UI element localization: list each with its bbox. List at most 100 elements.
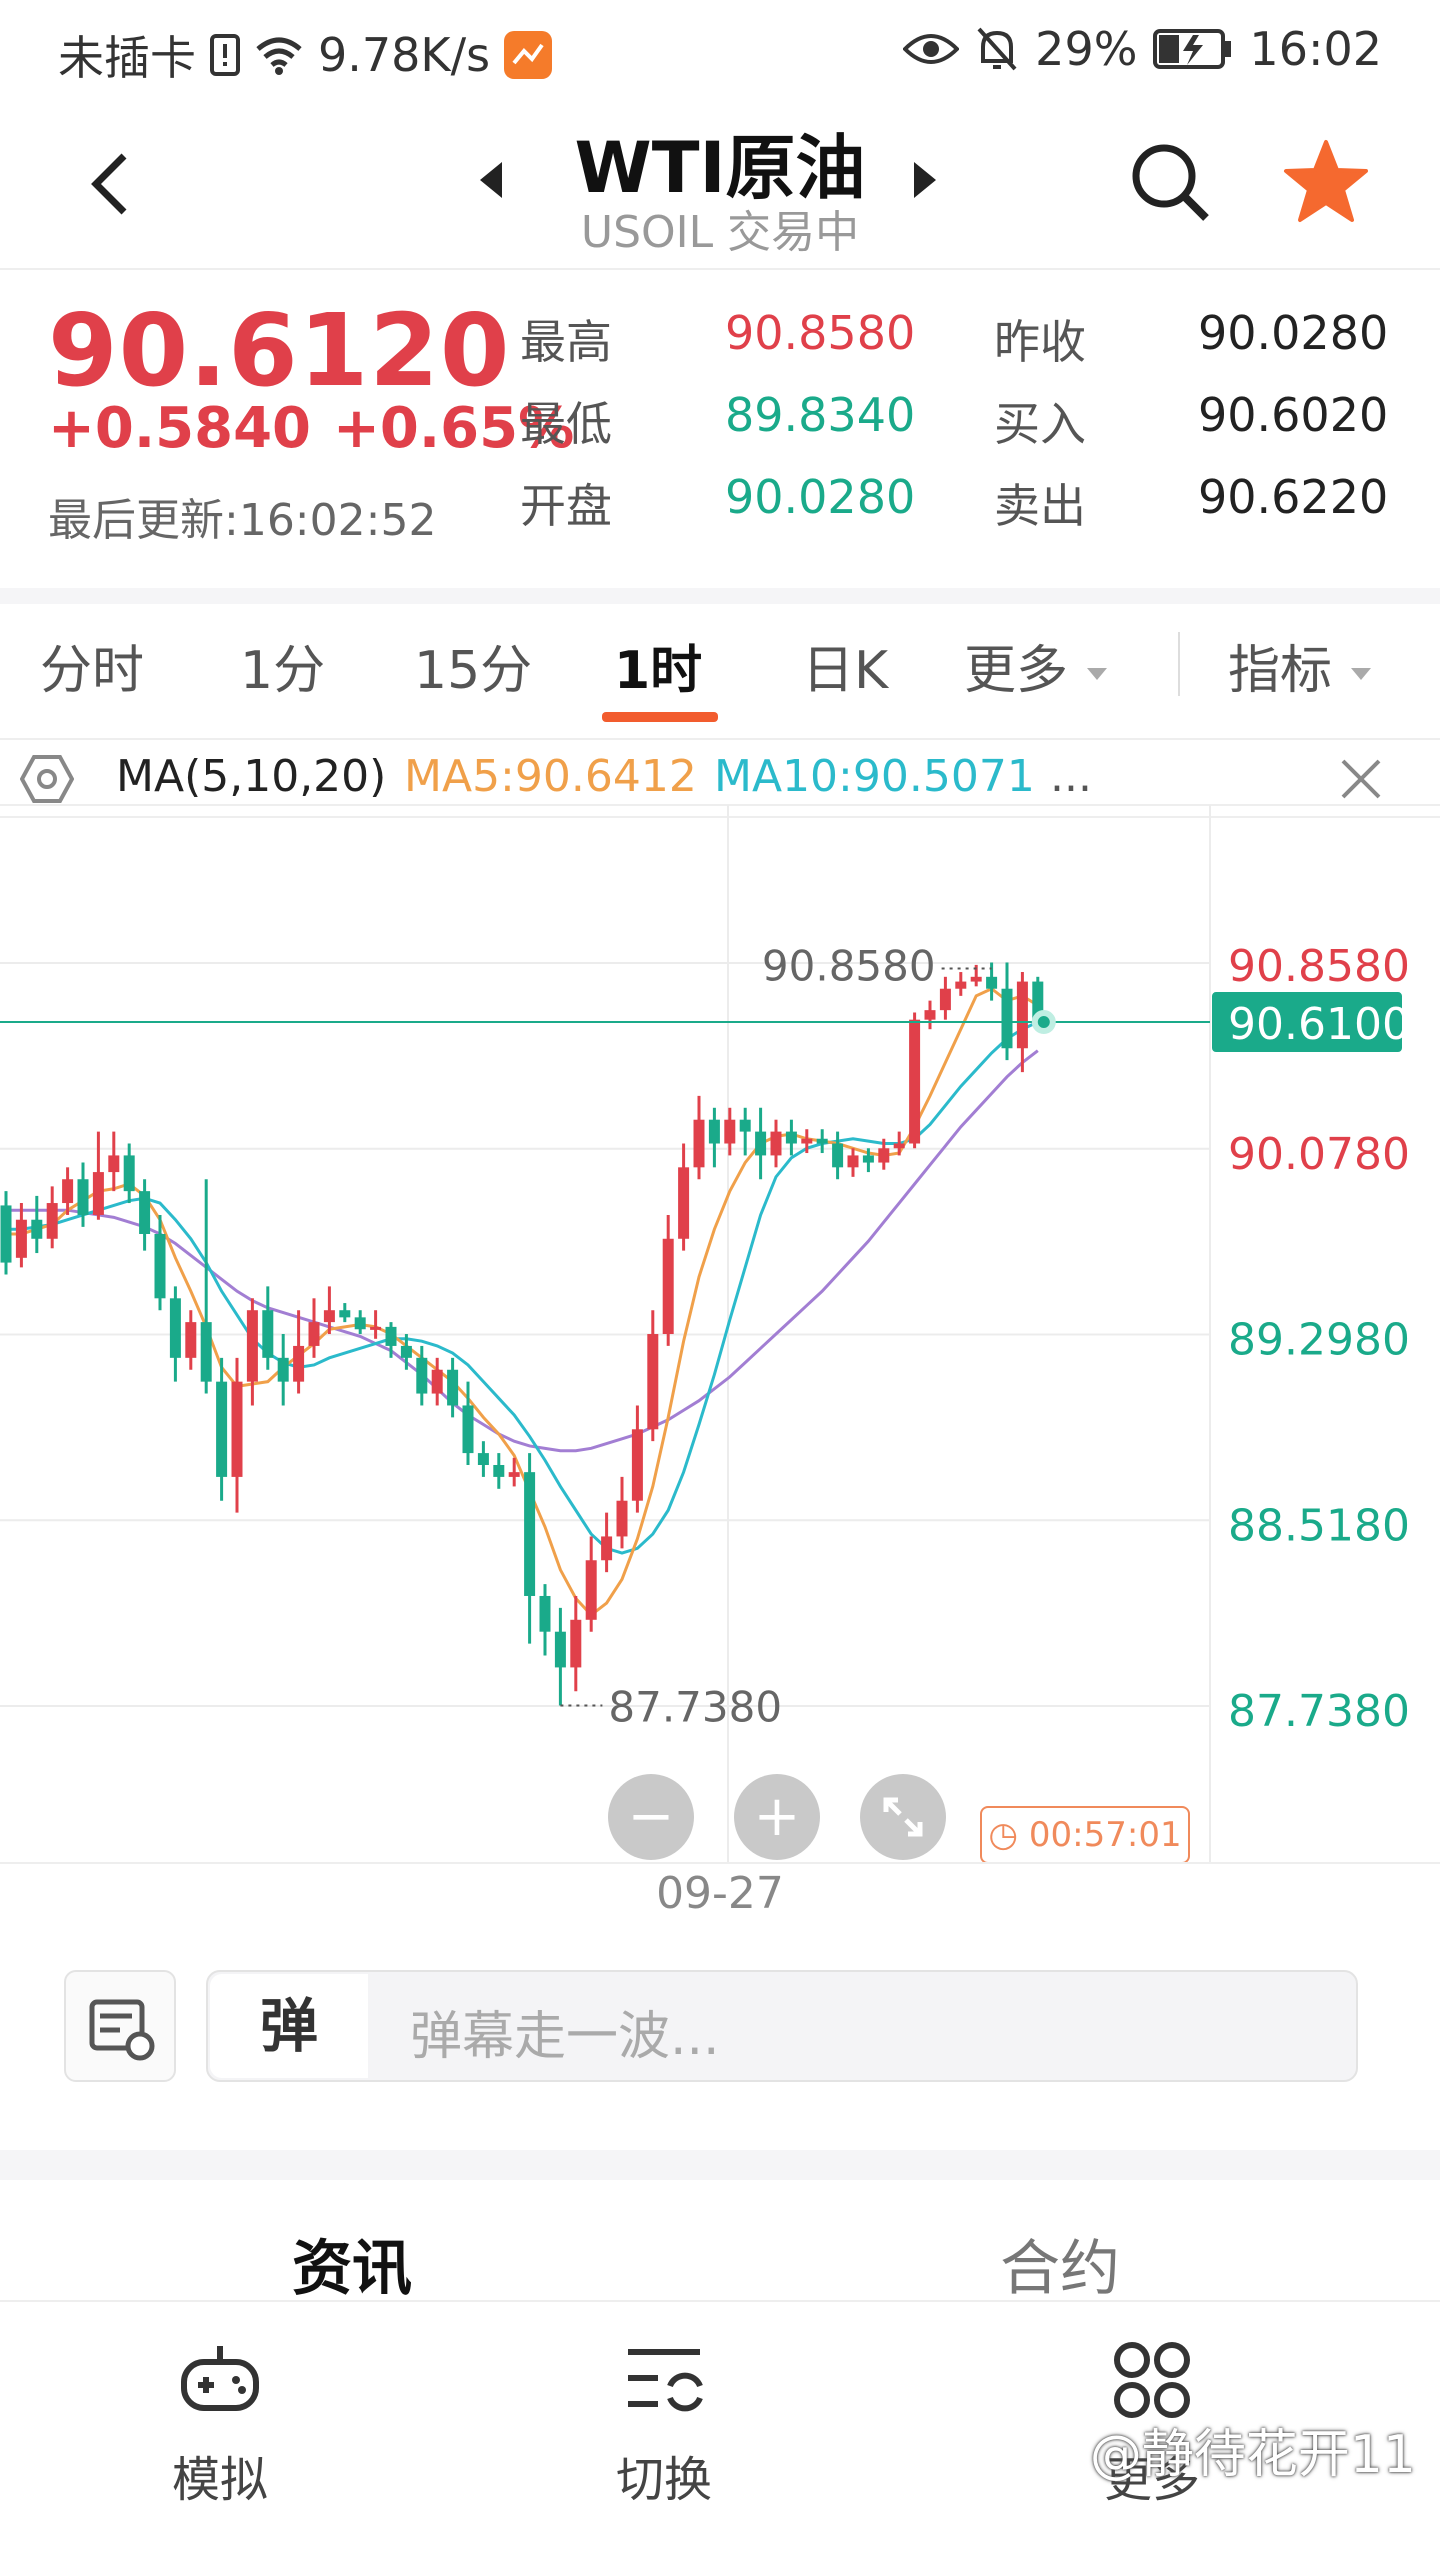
app-notification-icon bbox=[504, 31, 553, 79]
tab-daily-k[interactable]: 日K bbox=[802, 641, 889, 701]
candle-body bbox=[293, 1345, 305, 1382]
candle-body bbox=[431, 1369, 443, 1394]
stat-value-high: 90.8580 bbox=[725, 306, 916, 360]
candle-body bbox=[15, 1219, 27, 1258]
page-title: WTI原油 bbox=[574, 127, 866, 209]
candle-body bbox=[400, 1345, 412, 1358]
candle-body bbox=[585, 1560, 597, 1620]
zoom-in-button[interactable]: + bbox=[734, 1774, 820, 1860]
danmaku-tag[interactable]: 弹 bbox=[210, 1974, 368, 2078]
nav-simulate[interactable]: 模拟 bbox=[120, 2330, 320, 2530]
candle-body bbox=[554, 1631, 566, 1668]
candle-body bbox=[570, 1619, 582, 1668]
y-tick-label: 89.2980 bbox=[1228, 1315, 1410, 1366]
price-change-percent: +0.65% bbox=[333, 396, 575, 461]
sim-alert-icon bbox=[210, 34, 240, 76]
candle-body bbox=[493, 1465, 505, 1477]
candle-body bbox=[601, 1536, 613, 1561]
candle-body bbox=[323, 1310, 335, 1323]
switch-list-icon bbox=[628, 2349, 703, 2412]
section-divider bbox=[0, 2150, 1440, 2180]
next-instrument-icon[interactable] bbox=[912, 160, 938, 200]
stat-value-low: 89.8340 bbox=[725, 388, 916, 442]
candle-body bbox=[416, 1357, 428, 1394]
candle-body bbox=[1001, 988, 1013, 1049]
candle-body bbox=[385, 1326, 397, 1346]
candle-body bbox=[693, 1119, 705, 1168]
status-right: 29% 16:02 bbox=[903, 22, 1382, 76]
indicator-bar: MA(5,10,20) MA5:90.6412 MA10:90.5071 ... bbox=[0, 738, 1440, 818]
stat-label-high: 最高 bbox=[520, 315, 612, 369]
tab-more-label: 更多 bbox=[964, 641, 1069, 701]
close-icon[interactable] bbox=[1340, 758, 1382, 800]
search-icon[interactable] bbox=[1128, 140, 1212, 224]
candle-body bbox=[370, 1326, 382, 1330]
tab-1min[interactable]: 1分 bbox=[240, 641, 326, 701]
tab-indicators[interactable]: 指标 bbox=[1228, 628, 1373, 703]
current-price-label: 90.6100 bbox=[1228, 999, 1410, 1050]
tab-intraday[interactable]: 分时 bbox=[40, 641, 145, 701]
tab-15min[interactable]: 15分 bbox=[414, 641, 533, 701]
ma20-line bbox=[6, 1049, 1039, 1453]
settings-hexagon-icon[interactable] bbox=[20, 754, 74, 804]
candle-body bbox=[924, 1010, 936, 1020]
candle-body bbox=[462, 1405, 474, 1454]
eye-icon bbox=[903, 34, 960, 64]
candle-body bbox=[955, 981, 967, 989]
tab-contract[interactable]: 合约 bbox=[1000, 2234, 1120, 2304]
candle-body bbox=[724, 1119, 736, 1144]
tab-1hour[interactable]: 1时 bbox=[614, 641, 703, 701]
carrier-label: 未插卡 bbox=[58, 31, 196, 85]
section-divider bbox=[0, 588, 1440, 604]
net-speed: 9.78K/s bbox=[318, 28, 491, 82]
candle-body bbox=[832, 1143, 844, 1168]
candle-body bbox=[539, 1595, 551, 1632]
candle-body bbox=[909, 1019, 921, 1144]
candle-body bbox=[246, 1310, 258, 1382]
candle-body bbox=[46, 1203, 58, 1239]
candle-body bbox=[216, 1381, 228, 1477]
back-arrow-icon[interactable] bbox=[86, 150, 134, 218]
candle-body bbox=[878, 1148, 890, 1163]
danmaku-input[interactable] bbox=[206, 1970, 1358, 2082]
danmaku-settings-button[interactable] bbox=[64, 1970, 176, 2082]
stat-value-open: 90.0280 bbox=[725, 470, 916, 524]
candle-body bbox=[662, 1238, 674, 1335]
chart-bottom-border bbox=[0, 1862, 1440, 1864]
battery-percent: 29% bbox=[1035, 22, 1138, 76]
stat-label-open: 开盘 bbox=[520, 479, 612, 533]
candle-body bbox=[986, 976, 998, 989]
candle-body bbox=[739, 1119, 751, 1132]
prev-instrument-icon[interactable] bbox=[478, 160, 504, 200]
tab-bottom-border bbox=[0, 738, 1440, 740]
candle-body bbox=[262, 1310, 274, 1358]
candle-body bbox=[277, 1357, 289, 1382]
live-price-dot bbox=[1031, 1010, 1056, 1035]
candle-body bbox=[847, 1155, 859, 1168]
clock-icon: ◷ bbox=[988, 1815, 1019, 1855]
tab-more[interactable]: 更多 bbox=[964, 628, 1109, 703]
favorite-star-icon[interactable] bbox=[1282, 138, 1370, 226]
candle-body bbox=[92, 1172, 104, 1215]
candle-body bbox=[770, 1131, 782, 1156]
nav-more[interactable]: 更多 bbox=[1052, 2330, 1252, 2530]
danmaku-placeholder: 弹幕走一波... bbox=[410, 2007, 720, 2067]
nav-switch[interactable]: 切换 bbox=[564, 2330, 764, 2530]
candlestick-chart[interactable]: 90.8580 90.0780 89.2980 88.5180 87.7380 90.61… bbox=[0, 800, 1440, 1870]
watermark: @静待花开11 bbox=[1089, 2425, 1416, 2485]
wifi-icon bbox=[256, 37, 302, 75]
ma5-value: MA5:90.6412 bbox=[404, 751, 697, 802]
tab-news[interactable]: 资讯 bbox=[292, 2234, 412, 2304]
last-update-time: 最后更新:16:02:52 bbox=[48, 495, 437, 546]
candle-body bbox=[631, 1429, 643, 1501]
battery-charging-icon bbox=[1153, 29, 1232, 69]
candle-body bbox=[31, 1219, 43, 1239]
candle-body bbox=[477, 1453, 489, 1466]
low-price-label: 87.7380 bbox=[608, 1683, 782, 1732]
ma10-value: MA10:90.5071 bbox=[714, 751, 1035, 802]
y-tick-label: 90.0780 bbox=[1228, 1129, 1410, 1180]
candle-body bbox=[77, 1179, 89, 1215]
fullscreen-button[interactable] bbox=[860, 1774, 946, 1860]
zoom-out-button[interactable]: − bbox=[608, 1774, 694, 1860]
y-tick-label: 90.8580 bbox=[1228, 941, 1410, 992]
